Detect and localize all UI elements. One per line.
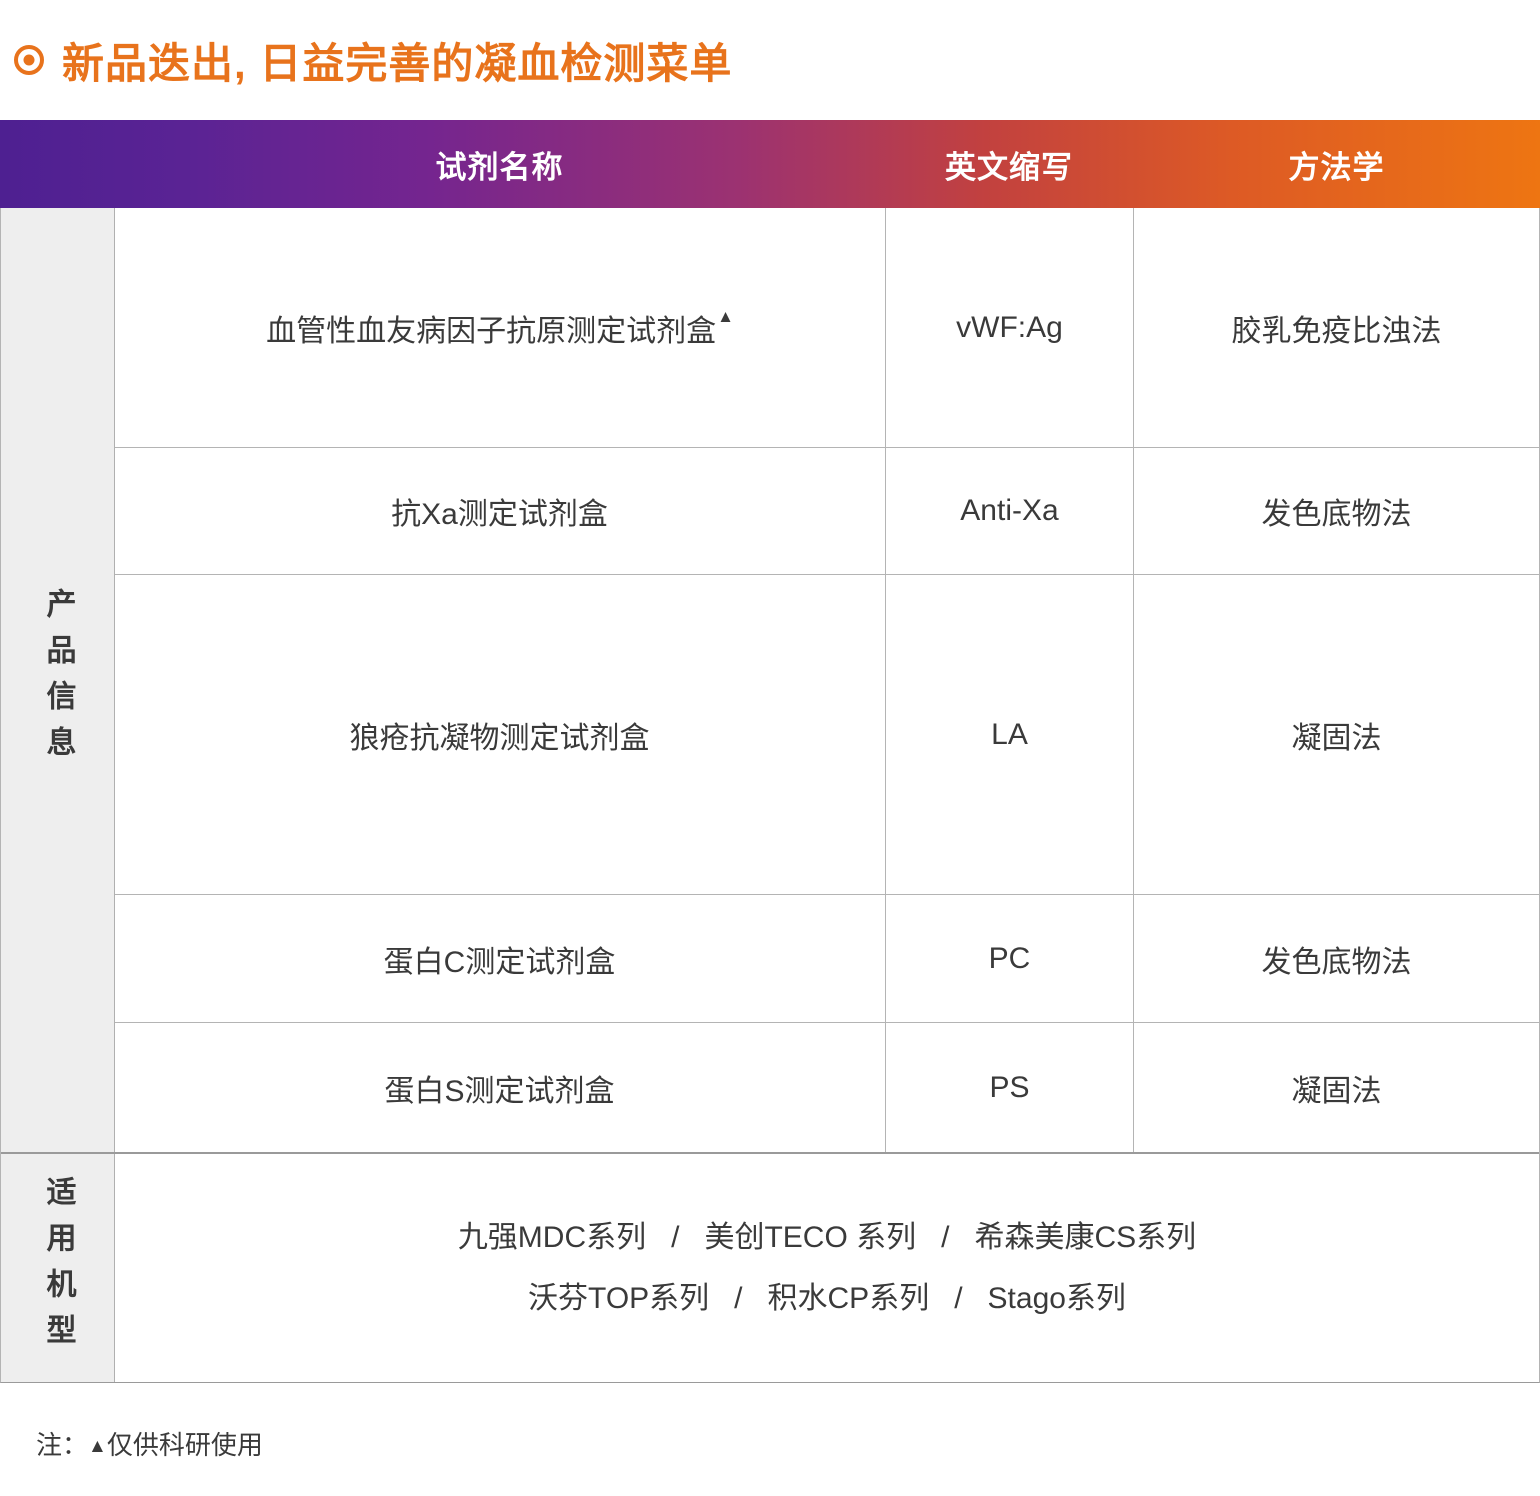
- table-header-row: 试剂名称 英文缩写 方法学: [0, 120, 1540, 208]
- cell-abbreviation: Anti-Xa: [886, 448, 1134, 574]
- table-row: 蛋白C测定试剂盒 PC 发色底物法: [115, 895, 1539, 1023]
- cell-reagent-name: 蛋白S测定试剂盒: [115, 1023, 886, 1152]
- product-table: 试剂名称 英文缩写 方法学 产品信息 血管性血友病因子抗原测定试剂盒 ▲ vWF:…: [0, 120, 1540, 1383]
- compatible-instruments-list: 九强MDC系列 / 美创TECO 系列 / 希森美康CS系列 沃芬TOP系列 /…: [115, 1154, 1539, 1382]
- product-info-rows: 血管性血友病因子抗原测定试剂盒 ▲ vWF:Ag 胶乳免疫比浊法 抗Xa测定试剂盒…: [115, 208, 1539, 1152]
- section-compatible-instruments: 适用机型 九强MDC系列 / 美创TECO 系列 / 希森美康CS系列 沃芬TO…: [1, 1154, 1539, 1382]
- table-row: 蛋白S测定试剂盒 PS 凝固法: [115, 1023, 1539, 1152]
- cell-methodology: 发色底物法: [1261, 498, 1412, 531]
- cell-reagent-name: 血管性血友病因子抗原测定试剂盒 ▲: [115, 208, 886, 447]
- footnote: 注：▲仅供科研使用: [0, 1383, 1540, 1462]
- section-product-info: 产品信息 血管性血友病因子抗原测定试剂盒 ▲ vWF:Ag 胶乳免疫比浊法 抗Xa…: [1, 208, 1539, 1154]
- reagent-name-text: 蛋白C测定试剂盒: [383, 945, 616, 979]
- research-use-marker-icon: ▲: [88, 1436, 107, 1457]
- cell-methodology: 凝固法: [1291, 1074, 1382, 1108]
- table-row: 抗Xa测定试剂盒 Anti-Xa 发色底物法: [115, 448, 1539, 575]
- page-title-bar: 新品迭出, 日益完善的凝血检测菜单: [0, 0, 1540, 120]
- page-title: 新品迭出, 日益完善的凝血检测菜单: [62, 39, 733, 87]
- column-header-methodology: 方法学: [1288, 149, 1385, 185]
- cell-methodology: 凝固法: [1291, 721, 1382, 755]
- column-header-reagent-name: 试剂名称: [435, 149, 564, 185]
- section-label-compatible-instruments: 适用机型: [1, 1154, 115, 1382]
- cell-methodology: 胶乳免疫比浊法: [1231, 314, 1442, 348]
- cell-reagent-name: 蛋白C测定试剂盒: [115, 895, 886, 1022]
- footnote-text: 仅供科研使用: [106, 1430, 263, 1460]
- instrument-line: 九强MDC系列 / 美创TECO 系列 / 希森美康CS系列: [457, 1221, 1197, 1254]
- target-circle-icon: [14, 45, 44, 75]
- section-label-product-info: 产品信息: [1, 208, 115, 1152]
- section-label-text: 产品信息: [41, 588, 75, 772]
- table-row: 狼疮抗凝物测定试剂盒 LA 凝固法: [115, 575, 1539, 895]
- table-row: 血管性血友病因子抗原测定试剂盒 ▲ vWF:Ag 胶乳免疫比浊法: [115, 208, 1539, 448]
- reagent-name-text: 狼疮抗凝物测定试剂盒: [349, 721, 650, 755]
- column-header-abbreviation: 英文缩写: [945, 149, 1073, 185]
- cell-reagent-name: 狼疮抗凝物测定试剂盒: [115, 575, 886, 894]
- cell-abbreviation: vWF:Ag: [886, 208, 1134, 447]
- table-body: 产品信息 血管性血友病因子抗原测定试剂盒 ▲ vWF:Ag 胶乳免疫比浊法 抗Xa…: [0, 208, 1540, 1383]
- footnote-prefix: 注：: [36, 1430, 89, 1460]
- reagent-name-text: 血管性血友病因子抗原测定试剂盒: [266, 314, 717, 348]
- reagent-name-text: 蛋白S测定试剂盒: [384, 1074, 615, 1108]
- instrument-line: 沃芬TOP系列 / 积水CP系列 / Stago系列: [528, 1282, 1126, 1315]
- section-label-text: 适用机型: [41, 1176, 75, 1360]
- cell-abbreviation: LA: [886, 575, 1134, 894]
- cell-methodology: 发色底物法: [1261, 945, 1412, 979]
- cell-abbreviation: PC: [886, 895, 1134, 1022]
- reagent-name-text: 抗Xa测定试剂盒: [391, 498, 608, 531]
- cell-reagent-name: 抗Xa测定试剂盒: [115, 448, 886, 574]
- cell-abbreviation: PS: [886, 1023, 1134, 1152]
